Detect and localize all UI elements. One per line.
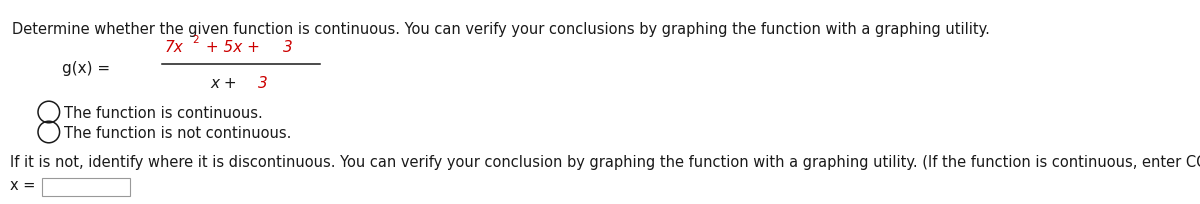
Text: 3: 3: [258, 76, 268, 91]
Text: Determine whether the given function is continuous. You can verify your conclusi: Determine whether the given function is …: [12, 21, 990, 36]
Text: The function is not continuous.: The function is not continuous.: [64, 125, 292, 140]
Text: + 5x +: + 5x +: [202, 40, 265, 55]
Text: If it is not, identify where it is discontinuous. You can verify your conclusion: If it is not, identify where it is disco…: [10, 155, 1200, 170]
Text: 2: 2: [192, 35, 199, 45]
FancyBboxPatch shape: [42, 178, 130, 196]
Text: x +: x +: [210, 76, 241, 91]
Text: The function is continuous.: The function is continuous.: [64, 105, 263, 120]
Text: 3: 3: [283, 40, 293, 55]
Text: x =: x =: [10, 177, 35, 192]
Text: g(x) =: g(x) =: [62, 60, 110, 75]
Text: 7x: 7x: [166, 40, 184, 55]
